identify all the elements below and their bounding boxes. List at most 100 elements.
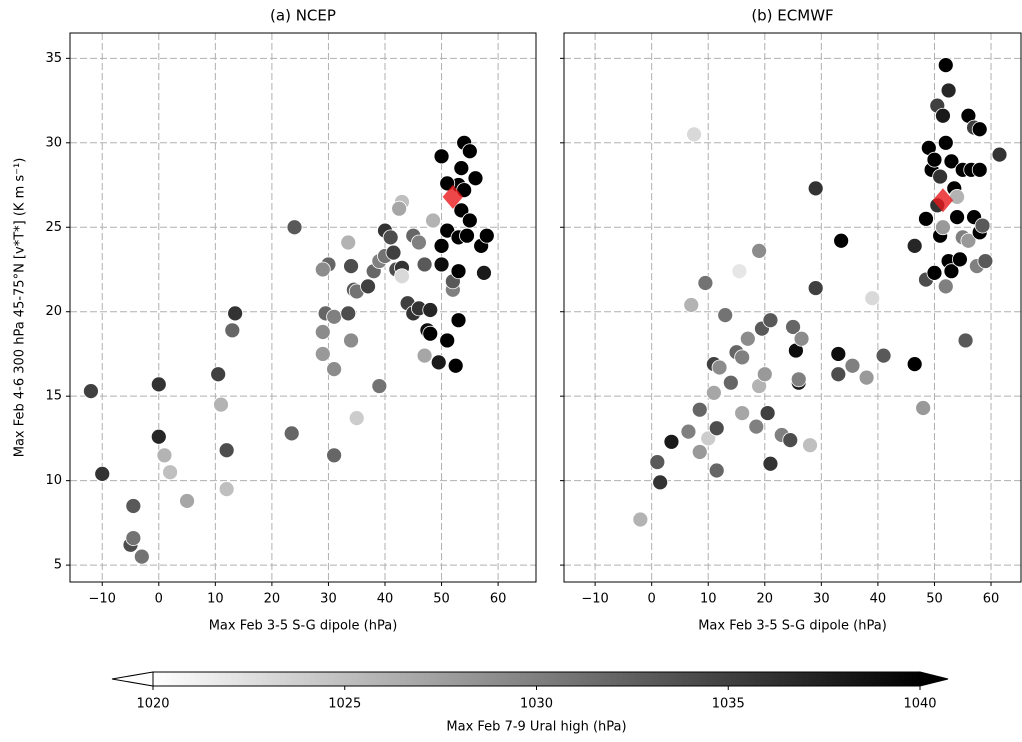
x-tick-label: 20 [264, 592, 281, 607]
point [476, 264, 492, 281]
point [875, 347, 892, 364]
point [425, 212, 441, 229]
y-tick-label: 20 [45, 304, 62, 319]
axes-frame [69, 32, 537, 583]
points [632, 57, 1008, 528]
point [162, 464, 178, 481]
point [433, 256, 450, 273]
point [734, 349, 751, 366]
point [649, 454, 666, 470]
point [461, 212, 478, 229]
point [782, 432, 799, 449]
colorbar-tick-label: 1040 [903, 697, 936, 712]
x-tick-label: 40 [377, 592, 394, 607]
axes-frame [563, 32, 1022, 583]
point [459, 227, 475, 244]
point [708, 462, 725, 479]
mean-marker [442, 184, 464, 209]
point [213, 396, 229, 413]
point [833, 232, 850, 249]
point [224, 322, 241, 339]
point [422, 302, 439, 318]
point [430, 354, 447, 371]
point [935, 219, 951, 236]
point [864, 290, 881, 307]
point [133, 548, 150, 565]
colorbar-label: Max Feb 7-9 Ural high (hPa) [446, 720, 626, 735]
y-tick-label: 25 [45, 220, 62, 235]
point [785, 319, 801, 335]
point [461, 143, 478, 160]
panel-title: (b) ECMWF [751, 7, 833, 25]
y-tick-label: 15 [45, 389, 62, 404]
point [632, 511, 649, 528]
point [686, 126, 702, 143]
point [340, 234, 357, 251]
point [949, 188, 965, 205]
colorbar-extend-high [919, 671, 949, 687]
point [748, 418, 765, 435]
x-tick-label: 30 [320, 592, 337, 607]
point [974, 217, 991, 234]
point [991, 146, 1008, 163]
point [708, 420, 725, 437]
point [94, 465, 111, 482]
colorbar-extend-low [111, 671, 154, 687]
point [450, 312, 467, 329]
point [977, 253, 994, 269]
colorbar-tick-label: 1035 [712, 697, 745, 712]
point [663, 433, 680, 450]
point [433, 237, 450, 254]
point [807, 180, 824, 197]
point [705, 384, 722, 401]
point [348, 410, 365, 427]
point [314, 261, 331, 278]
panel-title: (a) NCEP [270, 7, 336, 25]
point [433, 148, 450, 165]
point [422, 325, 439, 342]
point [691, 401, 708, 418]
point [722, 374, 739, 391]
point [906, 237, 923, 254]
y-tick-label: 10 [45, 473, 62, 488]
point [906, 356, 923, 372]
point [932, 168, 949, 185]
point [957, 332, 974, 349]
point [943, 153, 960, 170]
colorbar [153, 672, 920, 686]
x-axis-label: Max Feb 3-5 S-G dipole (hPa) [698, 619, 887, 634]
point [326, 308, 343, 325]
point [971, 161, 988, 178]
colorbar-tick-label: 1020 [136, 697, 169, 712]
point [937, 57, 954, 73]
point [150, 428, 167, 445]
point [807, 280, 824, 296]
point [935, 107, 951, 124]
point [940, 82, 957, 99]
point [371, 378, 388, 394]
point [343, 258, 359, 275]
point [762, 455, 779, 472]
point [125, 498, 142, 514]
point [790, 371, 807, 388]
x-axis-label: Max Feb 3-5 S-G dipole (hPa) [209, 619, 398, 634]
point [340, 305, 357, 322]
point [478, 227, 495, 244]
point [793, 330, 810, 347]
point [700, 430, 717, 447]
point [756, 366, 773, 383]
point [691, 444, 708, 460]
y-tick-label: 5 [54, 558, 62, 573]
point [218, 442, 235, 459]
point [453, 160, 470, 177]
point [382, 229, 399, 246]
x-tick-label: 30 [813, 592, 830, 607]
point [802, 437, 818, 454]
point [385, 244, 402, 261]
point [450, 263, 467, 280]
point [858, 369, 875, 386]
x-tick-label: 10 [207, 592, 224, 607]
point [467, 170, 484, 187]
point [283, 425, 300, 442]
point [411, 234, 427, 251]
